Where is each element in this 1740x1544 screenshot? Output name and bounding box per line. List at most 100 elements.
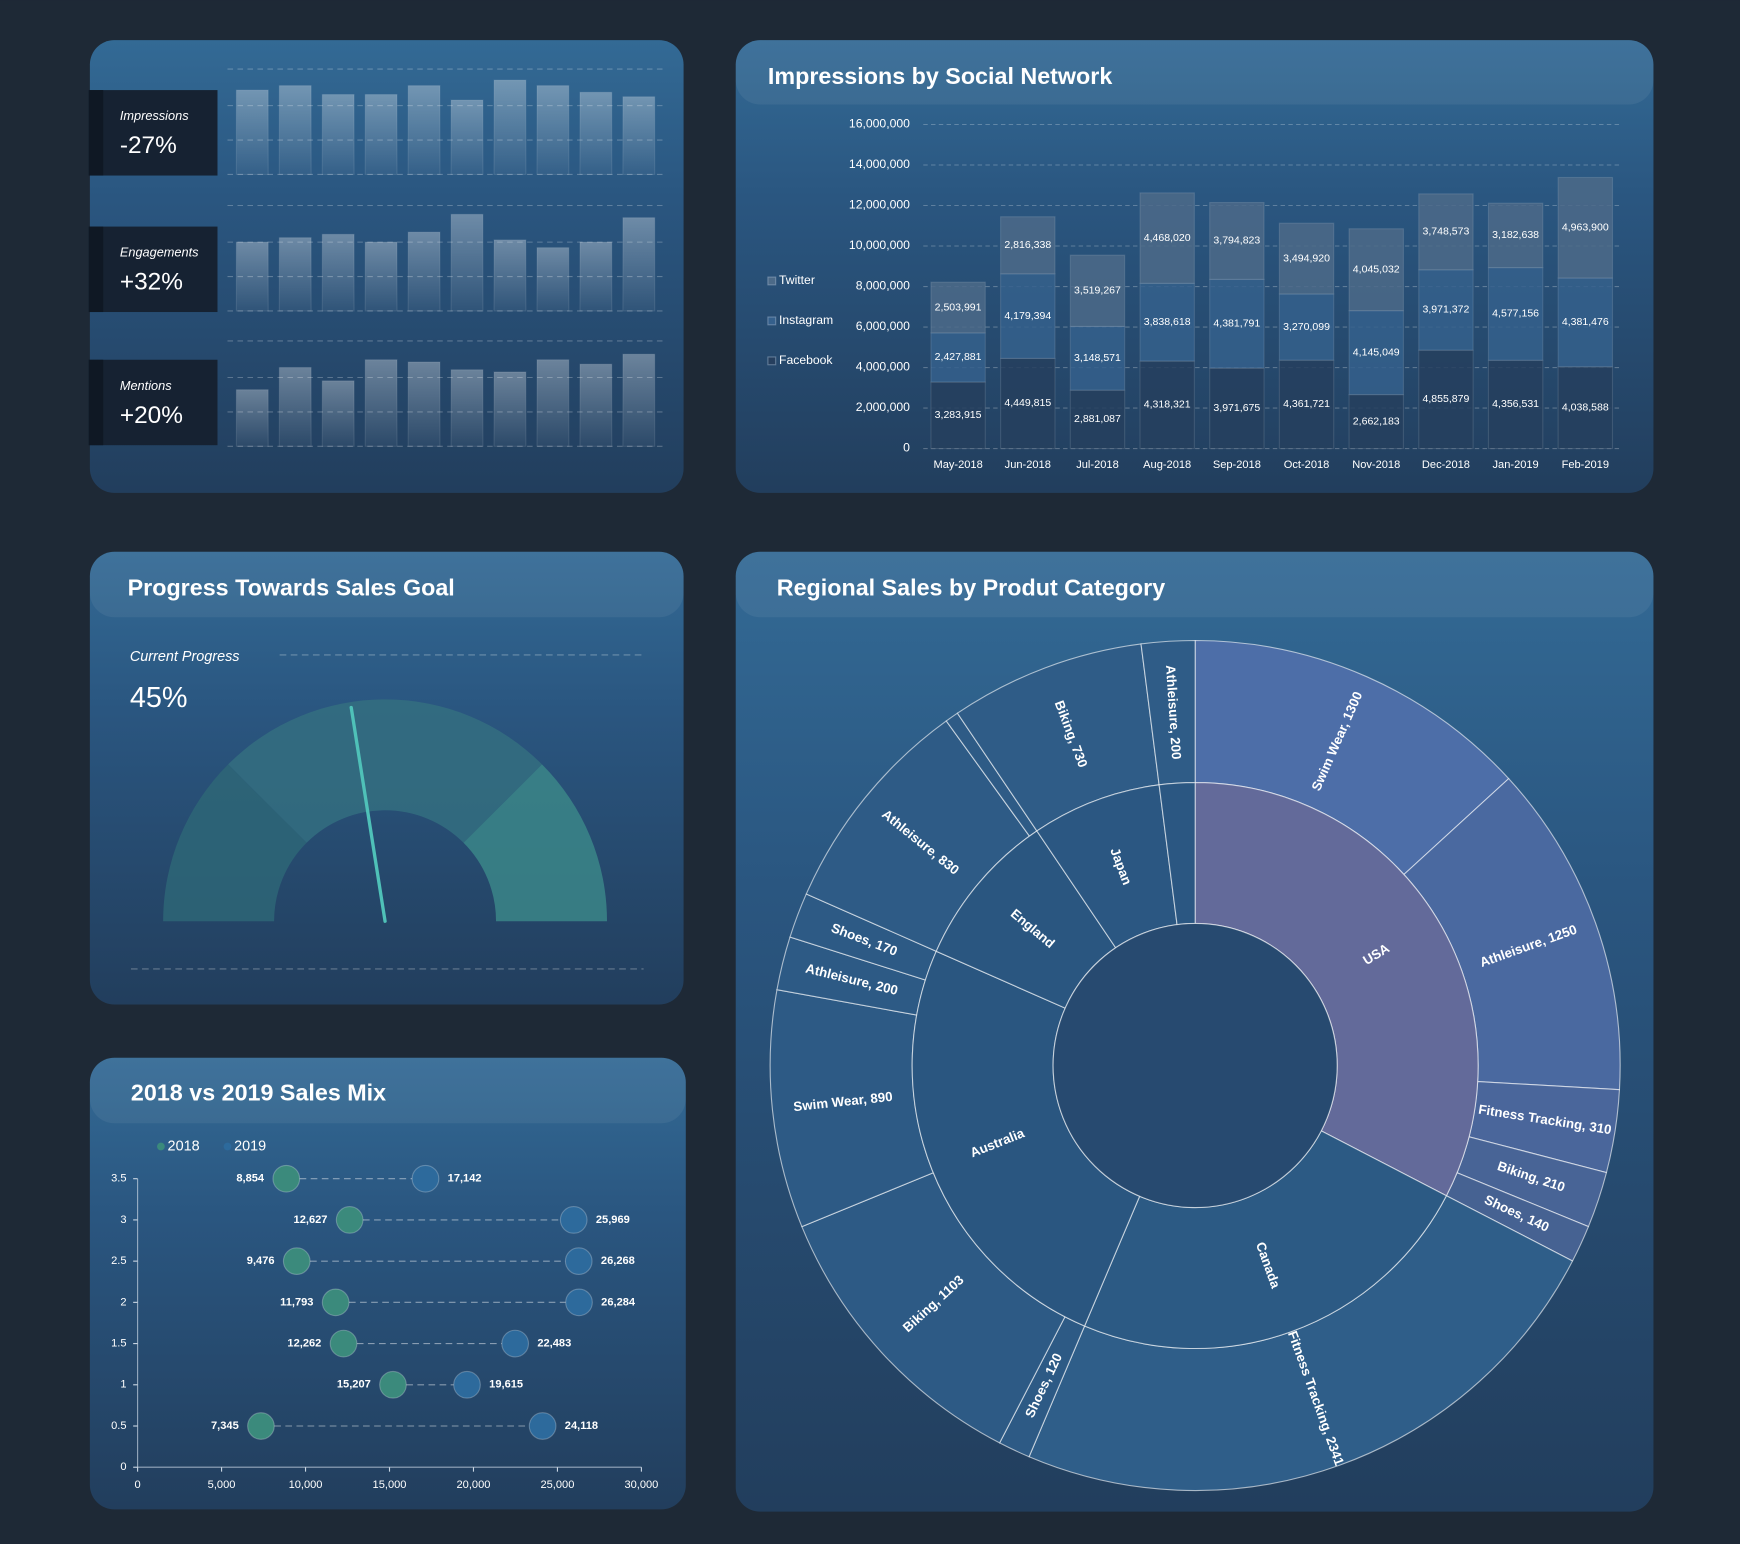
kpi-title: Mentions: [120, 378, 172, 393]
bar-segment: [1278, 359, 1335, 450]
point: [565, 1288, 593, 1317]
legend-label: 2019: [234, 1138, 266, 1154]
bar-segment: [930, 381, 986, 450]
chart-title: Progress Towards Sales Goal: [128, 575, 455, 601]
data-label: 8,854: [236, 1173, 265, 1185]
sunburst-hole: [1052, 922, 1338, 1209]
panel: [89, 1057, 686, 1510]
y-tick-label: 0.5: [111, 1420, 126, 1432]
bar-segment: [1209, 278, 1265, 369]
bar: [235, 241, 269, 312]
x-tick-label: Feb-2019: [1562, 459, 1609, 471]
bar-segment: [930, 332, 986, 383]
data-label: 26,268: [601, 1255, 635, 1267]
legend-swatch: [767, 276, 777, 286]
bar-segment: [1278, 293, 1335, 361]
bar-segment: [1418, 193, 1474, 271]
data-label: 4,356,531: [1492, 398, 1539, 410]
data-label: 2,503,991: [935, 301, 982, 313]
kpi-value: +20%: [120, 402, 183, 429]
kpi-box: [88, 226, 218, 313]
y-tick-label: 2,000,000: [856, 400, 910, 414]
data-label: 3,494,920: [1283, 252, 1330, 264]
data-label: 3,283,915: [935, 409, 982, 421]
point: [282, 1247, 311, 1276]
data-label: 12,627: [294, 1214, 328, 1226]
y-tick-label: 10,000,000: [849, 238, 910, 252]
bar-segment: [1069, 325, 1126, 391]
bar-segment: [1209, 367, 1265, 450]
point: [272, 1164, 301, 1193]
data-label: 4,381,791: [1213, 318, 1260, 330]
bar: [278, 237, 312, 312]
x-tick-label: Sep-2018: [1213, 459, 1261, 471]
y-tick-label: 16,000,000: [849, 117, 910, 131]
chart-title: Impressions by Social Network: [768, 63, 1112, 89]
bar: [407, 361, 441, 447]
point: [564, 1247, 593, 1276]
data-label: 22,483: [537, 1337, 571, 1349]
chart-title: Regional Sales by Produt Category: [777, 575, 1165, 601]
gauge-band: [463, 764, 608, 922]
bar: [536, 359, 570, 447]
bar: [493, 79, 527, 175]
x-tick-label: 10,000: [289, 1479, 323, 1491]
y-tick-label: 4,000,000: [856, 360, 910, 374]
y-tick-label: 0: [120, 1461, 126, 1473]
data-label: 4,038,588: [1562, 401, 1609, 413]
data-label: 4,963,900: [1562, 222, 1609, 234]
bar-segment: [1139, 360, 1195, 450]
data-label: 3,838,618: [1144, 316, 1191, 328]
point: [528, 1412, 557, 1440]
point: [559, 1206, 588, 1234]
bar: [235, 89, 269, 175]
x-tick-label: Jul-2018: [1076, 459, 1118, 471]
point: [501, 1329, 530, 1358]
x-tick-label: Jun-2018: [1005, 459, 1051, 471]
x-tick-label: 5,000: [208, 1479, 236, 1491]
x-tick-label: 0: [135, 1479, 141, 1491]
bar: [579, 91, 613, 175]
bar-segment: [1139, 282, 1195, 362]
data-label: 2,662,183: [1353, 415, 1400, 427]
data-label: 2,881,087: [1074, 413, 1121, 425]
data-label: 3,182,638: [1492, 229, 1539, 241]
bar: [278, 85, 312, 175]
chart-title: 2018 vs 2019 Sales Mix: [131, 1080, 386, 1106]
data-label: 4,381,476: [1562, 316, 1609, 328]
kpi-box: [88, 359, 218, 446]
point: [247, 1412, 275, 1440]
panel-header: [89, 1057, 686, 1124]
kpi-box: [88, 90, 218, 176]
y-tick-label: 1.5: [111, 1337, 126, 1349]
panel-header: [735, 40, 1654, 105]
data-label: 3,519,267: [1074, 285, 1121, 297]
data-label: 25,969: [596, 1214, 630, 1226]
y-tick-label: 2: [120, 1296, 126, 1308]
bar: [536, 247, 570, 312]
x-tick-label: May-2018: [933, 459, 982, 471]
bar-segment: [1487, 202, 1544, 269]
data-label: 3,971,675: [1213, 402, 1260, 414]
gauge-value: 45%: [130, 682, 188, 714]
bar: [450, 99, 484, 175]
bar: [493, 371, 527, 447]
point: [321, 1288, 350, 1317]
data-label: 12,262: [287, 1337, 321, 1349]
data-label: 3,748,573: [1423, 226, 1470, 238]
panel-header: [735, 551, 1654, 618]
bar: [579, 241, 613, 312]
bar-segment: [1209, 201, 1265, 280]
x-tick-label: Jan-2019: [1493, 459, 1539, 471]
data-label: 3,148,571: [1074, 352, 1121, 364]
legend-label: Instagram: [779, 313, 833, 327]
x-tick-label: Nov-2018: [1352, 459, 1400, 471]
legend-label: 2018: [168, 1138, 200, 1154]
bar: [579, 363, 613, 447]
data-label: 4,361,721: [1283, 398, 1330, 410]
data-label: 2,816,338: [1004, 239, 1051, 251]
legend-swatch: [223, 1142, 232, 1151]
bar-segment: [1278, 222, 1335, 295]
bar: [407, 85, 441, 175]
